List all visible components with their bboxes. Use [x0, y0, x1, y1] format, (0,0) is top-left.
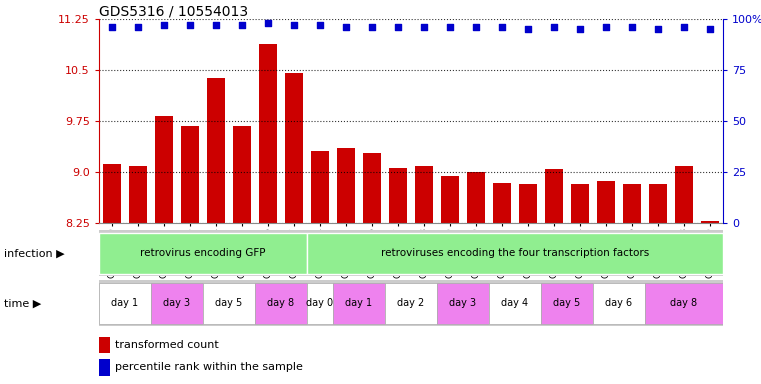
Point: [522, 26, 534, 33]
Text: retroviruses encoding the four transcription factors: retroviruses encoding the four transcrip…: [380, 248, 649, 258]
Text: day 4: day 4: [501, 298, 528, 308]
Text: day 3: day 3: [164, 298, 190, 308]
Bar: [597, 181, 615, 223]
Point: [652, 26, 664, 33]
Bar: [337, 148, 355, 223]
Bar: [259, 44, 277, 223]
Bar: [333, 283, 385, 324]
Bar: [103, 164, 121, 223]
Point: [210, 22, 222, 28]
Point: [704, 26, 716, 33]
Text: day 8: day 8: [267, 298, 295, 308]
Point: [340, 24, 352, 30]
Text: retrovirus encoding GFP: retrovirus encoding GFP: [140, 248, 266, 258]
Point: [392, 24, 404, 30]
Text: day 2: day 2: [397, 298, 425, 308]
Bar: [489, 283, 541, 324]
Bar: [701, 221, 719, 223]
Bar: [493, 183, 511, 223]
Text: day 8: day 8: [670, 298, 698, 308]
Text: day 1: day 1: [111, 298, 139, 308]
Bar: [441, 176, 459, 223]
Text: day 1: day 1: [345, 298, 372, 308]
Point: [444, 24, 456, 30]
Bar: [203, 283, 255, 324]
Bar: [181, 126, 199, 223]
Bar: [154, 116, 173, 223]
Bar: [99, 359, 110, 376]
Point: [470, 24, 482, 30]
Point: [418, 24, 430, 30]
Bar: [307, 233, 723, 274]
Point: [288, 22, 300, 28]
Point: [262, 20, 274, 26]
Bar: [571, 184, 589, 223]
Point: [314, 22, 326, 28]
Bar: [385, 283, 437, 324]
Bar: [593, 283, 645, 324]
Text: day 5: day 5: [215, 298, 243, 308]
Point: [574, 26, 586, 33]
Point: [184, 22, 196, 28]
Text: percentile rank within the sample: percentile rank within the sample: [114, 362, 302, 372]
Bar: [622, 184, 641, 223]
Point: [600, 24, 612, 30]
Point: [678, 24, 690, 30]
Point: [158, 22, 170, 28]
Text: GDS5316 / 10554013: GDS5316 / 10554013: [99, 4, 248, 18]
Text: infection ▶: infection ▶: [4, 248, 65, 258]
Bar: [437, 283, 489, 324]
Bar: [389, 168, 407, 223]
Bar: [363, 153, 381, 223]
Bar: [519, 184, 537, 223]
Text: day 6: day 6: [606, 298, 632, 308]
Text: transformed count: transformed count: [114, 340, 218, 350]
Bar: [310, 152, 329, 223]
Text: time ▶: time ▶: [4, 298, 41, 308]
Bar: [541, 283, 593, 324]
Bar: [675, 166, 693, 223]
Bar: [99, 283, 151, 324]
Point: [366, 24, 378, 30]
Point: [548, 24, 560, 30]
Text: day 3: day 3: [450, 298, 476, 308]
Bar: [285, 73, 303, 223]
Text: day 5: day 5: [553, 298, 581, 308]
Bar: [645, 283, 723, 324]
Bar: [545, 169, 563, 223]
Bar: [307, 283, 333, 324]
Text: day 0: day 0: [307, 298, 333, 308]
Bar: [466, 172, 485, 223]
Point: [106, 24, 118, 30]
Bar: [129, 166, 147, 223]
Point: [236, 22, 248, 28]
Bar: [233, 126, 251, 223]
Bar: [99, 337, 110, 353]
Point: [132, 24, 144, 30]
Bar: [255, 283, 307, 324]
Bar: [649, 184, 667, 223]
Bar: [415, 166, 433, 223]
Bar: [151, 283, 203, 324]
Point: [626, 24, 638, 30]
Bar: [99, 233, 307, 274]
Point: [496, 24, 508, 30]
Bar: [207, 78, 225, 223]
